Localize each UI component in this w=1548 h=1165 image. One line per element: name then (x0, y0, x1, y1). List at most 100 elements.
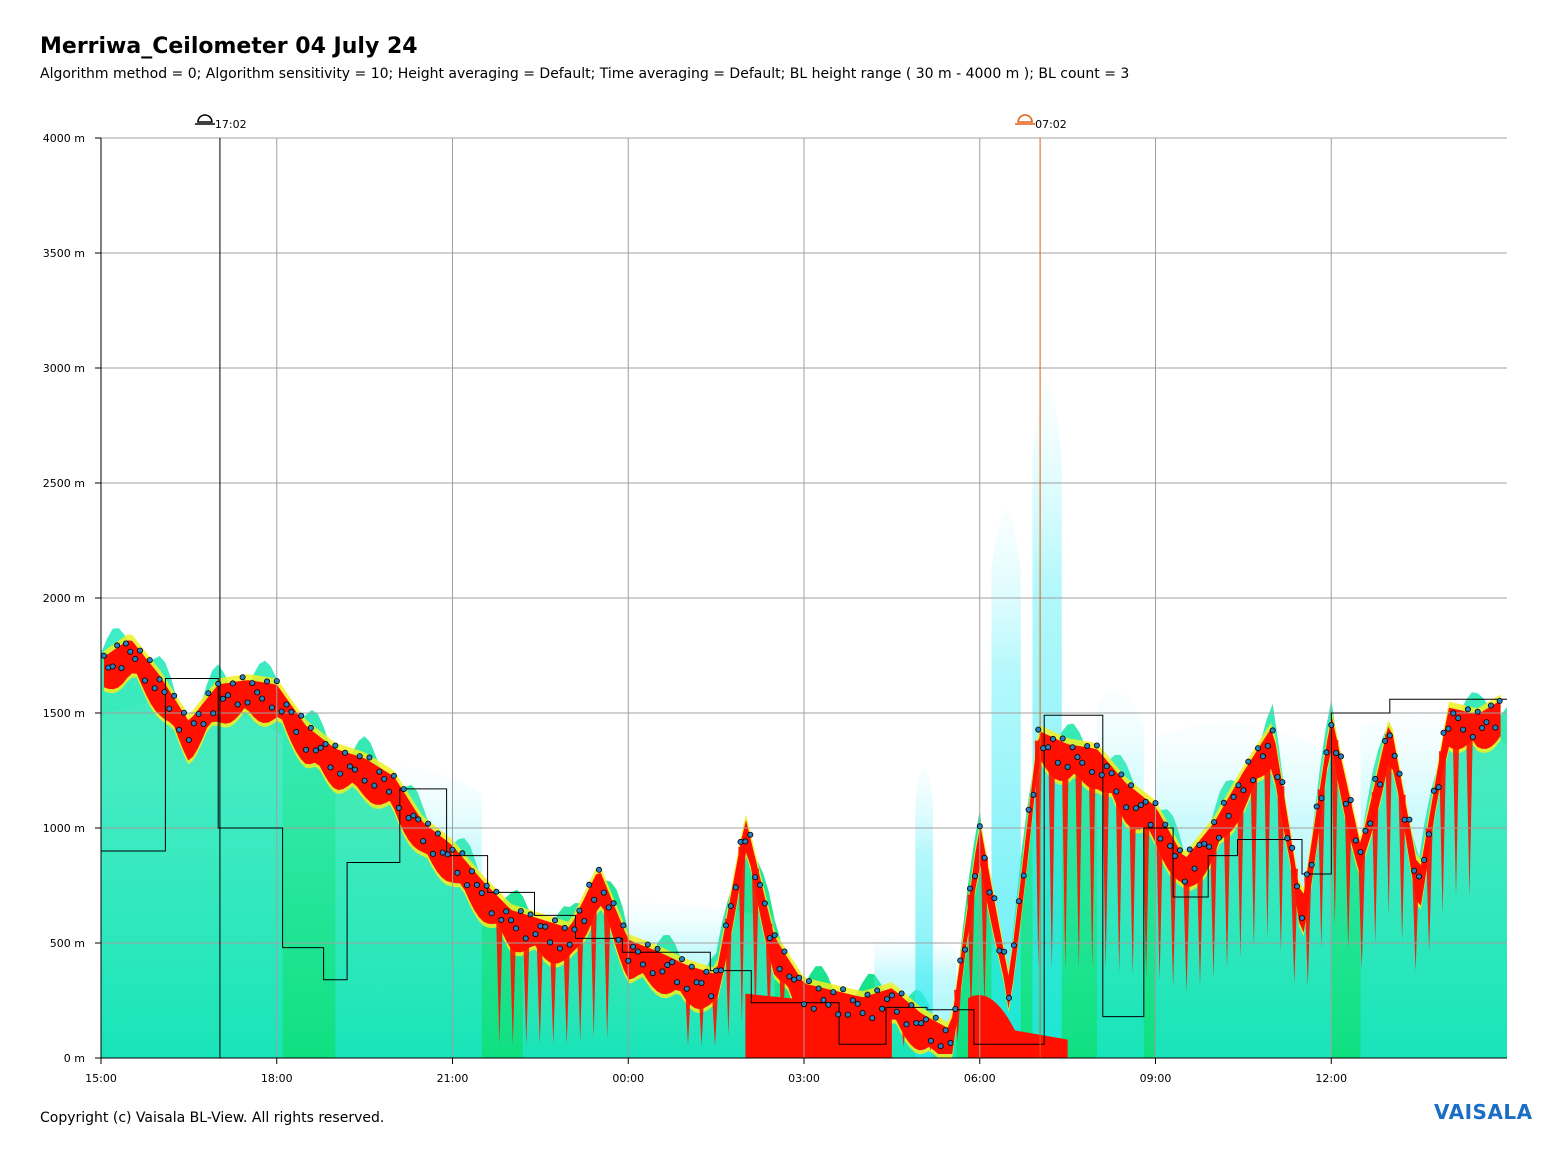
bl-point (1416, 873, 1423, 880)
backscatter-finger (1088, 758, 1096, 968)
bl-point (503, 908, 510, 915)
bl-point (400, 786, 407, 793)
bl-point (1074, 754, 1081, 761)
bl-point (1391, 752, 1398, 759)
bl-point (1445, 725, 1452, 732)
backscatter-finger (1304, 877, 1312, 986)
y-tick-label: 4000 m (43, 132, 85, 145)
bl-point (1264, 742, 1271, 749)
bl-point (429, 850, 436, 857)
bl-point (454, 869, 461, 876)
bl-point (1269, 727, 1276, 734)
bl-point (1201, 840, 1208, 847)
bl-point (996, 947, 1003, 954)
bl-point (703, 968, 710, 975)
bl-point (654, 945, 661, 952)
x-tick-label: 15:00 (85, 1072, 117, 1085)
backscatter-finger (765, 923, 773, 1035)
bl-point (581, 918, 588, 925)
backscatter-finger (1412, 866, 1420, 972)
bl-point (830, 989, 837, 996)
bl-point (146, 657, 153, 664)
bl-point (864, 991, 871, 998)
bl-point (151, 685, 158, 692)
bl-point (1001, 948, 1008, 955)
backscatter-finger (1317, 789, 1325, 949)
bl-point (420, 838, 427, 845)
bl-point (542, 923, 549, 930)
bl-point (1342, 800, 1349, 807)
bl-point (180, 709, 187, 716)
bl-point (1386, 732, 1393, 739)
bl-point (278, 708, 285, 715)
bl-point (439, 849, 446, 856)
backscatter-finger (590, 889, 598, 1039)
bl-point (1483, 719, 1490, 726)
bl-point (1357, 849, 1364, 856)
bl-point (1274, 774, 1281, 781)
backscatter-finger (549, 933, 557, 1045)
bl-point (1435, 784, 1442, 791)
bl-point (293, 728, 300, 735)
backscatter-finger (1156, 823, 1164, 981)
bl-point (1010, 942, 1017, 949)
bl-point (1313, 803, 1320, 810)
backscatter-finger (1102, 769, 1110, 970)
sunset-time-label: 17:02 (215, 118, 247, 131)
bl-point (425, 820, 432, 827)
bl-point (200, 721, 207, 728)
bl-point (737, 838, 744, 845)
backscatter-finger (913, 1020, 921, 1050)
backscatter-finger (1425, 828, 1433, 953)
bl-point (1030, 791, 1037, 798)
backscatter-finger (1398, 794, 1406, 941)
bl-point (903, 1021, 910, 1028)
bl-point (981, 854, 988, 861)
bl-point (141, 677, 148, 684)
bl-point (1113, 788, 1120, 795)
bl-point (962, 946, 969, 953)
bl-point (1479, 725, 1486, 732)
bl-point (957, 957, 964, 964)
bl-point (1469, 734, 1476, 741)
backscatter-finger (1344, 800, 1352, 950)
backscatter-finger (698, 979, 705, 1047)
bl-point (927, 1037, 934, 1044)
bl-point (268, 704, 275, 711)
bl-point (620, 922, 627, 929)
bl-point (327, 764, 334, 771)
bl-point (1255, 745, 1262, 752)
surface-red-layer (745, 993, 892, 1058)
bl-point (1450, 710, 1457, 717)
backscatter-finger (1223, 810, 1231, 969)
bl-point (1093, 742, 1100, 749)
bl-point (109, 663, 116, 670)
bl-point (1133, 805, 1140, 812)
bl-point (566, 941, 573, 948)
bl-point (1259, 753, 1266, 760)
bl-point (1396, 770, 1403, 777)
x-tick-label: 18:00 (261, 1072, 293, 1085)
bl-point (1128, 782, 1135, 789)
bl-point (693, 979, 700, 986)
bl-point (879, 1005, 886, 1012)
bl-point (991, 895, 998, 902)
bl-point (1123, 804, 1130, 811)
backscatter-finger (1371, 792, 1379, 943)
bl-point (805, 978, 812, 985)
bl-point (1172, 853, 1179, 860)
bl-point (101, 652, 107, 659)
bl-point (747, 831, 754, 838)
y-tick-label: 0 m (64, 1052, 85, 1065)
bl-step-line (101, 678, 1507, 1045)
y-tick-label: 1000 m (43, 822, 85, 835)
bl-point (1152, 800, 1159, 807)
bl-point (898, 990, 905, 997)
bl-point (376, 768, 383, 775)
backscatter-finger (1210, 833, 1217, 979)
x-tick-label: 21:00 (437, 1072, 469, 1085)
bl-point (1299, 915, 1306, 922)
bl-point (342, 749, 349, 756)
bl-point (215, 680, 222, 687)
bl-point (244, 699, 251, 706)
